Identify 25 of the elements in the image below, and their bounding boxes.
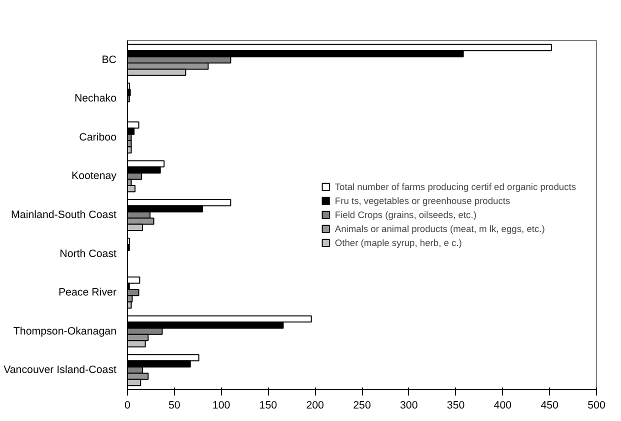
legend-label: Fru ts, vegetables or greenhouse products [334, 196, 510, 206]
x-tick-label: 400 [494, 400, 512, 412]
x-tick-label: 50 [168, 400, 180, 412]
y-tick-label: Peace River [58, 286, 117, 299]
x-tick-label: 200 [306, 400, 324, 412]
legend-label: Other (maple syrup, herb, e c.) [334, 238, 462, 248]
y-tick-label: Kootenay [71, 170, 118, 182]
y-tick-label: Nechako [74, 92, 117, 105]
x-tick-label: 100 [212, 400, 230, 412]
x-tick-label: 450 [540, 400, 559, 412]
legend-label: Animals or animal products (meat, m lk, eggs, etc.) [334, 224, 545, 234]
y-tick-label: BC [102, 54, 117, 66]
legend-label: Field Crops (grains, oilseeds, etc.) [334, 210, 476, 220]
y-tick-label: North Coast [60, 248, 117, 260]
x-tick-label: 300 [400, 400, 418, 412]
x-tick-label: 0 [124, 400, 131, 412]
x-tick-label: 500 [588, 400, 606, 412]
y-tick-label: Mainland-South Coast [11, 209, 117, 221]
x-tick-label: 150 [259, 400, 278, 412]
legend-label: Total number of farms producing certif ed organic products [334, 182, 576, 192]
y-tick-label: Cariboo [79, 131, 117, 144]
x-tick-label: 350 [446, 400, 465, 412]
y-tick-label: Thompson-Okanagan [13, 325, 117, 338]
x-tick-label: 250 [353, 400, 371, 412]
y-tick-label: Vancouver Island-Coast [4, 364, 117, 376]
